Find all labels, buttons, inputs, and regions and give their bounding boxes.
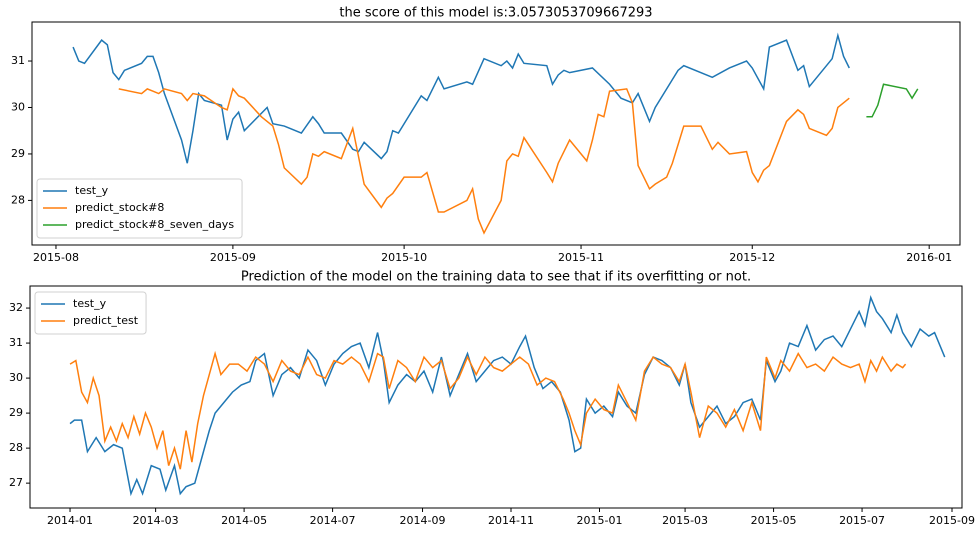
legend-box (36, 178, 243, 239)
series-line (72, 32, 850, 164)
x-tick-label: 2015-03 (662, 514, 708, 527)
x-tick-label: 2014-11 (488, 514, 534, 527)
legend-label: predict_test (73, 314, 139, 327)
x-tick-label: 2014-01 (47, 514, 93, 527)
x-tick-label: 2014-03 (133, 514, 179, 527)
plot-frame (31, 21, 961, 246)
series-line (69, 350, 907, 470)
y-tick-label: 28 (11, 193, 25, 206)
legend-label: test_y (75, 184, 109, 197)
series-line (69, 295, 946, 497)
x-tick-label: 2014-05 (221, 514, 267, 527)
y-tick-label: 32 (9, 301, 23, 314)
legend-label: predict_stock#8 (75, 201, 164, 214)
y-tick-label: 30 (11, 100, 25, 113)
x-tick-label: 2015-10 (381, 251, 427, 264)
y-tick-label: 31 (9, 336, 23, 349)
x-tick-label: 2015-05 (751, 514, 797, 527)
series-line (118, 87, 850, 235)
x-tick-label: 2015-11 (558, 251, 604, 264)
chart-title: the score of this model is:3.05730537096… (339, 6, 652, 21)
legend-box (34, 291, 147, 335)
legend-label: predict_stock#8_seven_days (75, 218, 234, 231)
chart-title: Prediction of the model on the training … (241, 270, 751, 285)
y-tick-label: 29 (9, 406, 23, 419)
x-tick-label: 2016-01 (906, 251, 952, 264)
x-tick-label: 2015-09 (210, 251, 256, 264)
y-tick-label: 28 (9, 441, 23, 454)
y-tick-label: 30 (9, 371, 23, 384)
x-tick-label: 2015-01 (577, 514, 623, 527)
y-tick-label: 27 (9, 476, 23, 489)
x-tick-label: 2015-07 (839, 514, 885, 527)
y-tick-label: 29 (11, 147, 25, 160)
x-tick-label: 2015-09 (929, 514, 975, 527)
x-tick-label: 2014-09 (400, 514, 446, 527)
series-line (866, 83, 919, 118)
y-tick-label: 31 (11, 54, 25, 67)
plot-frame (29, 285, 963, 509)
x-tick-label: 2015-12 (729, 251, 775, 264)
legend-label: test_y (73, 297, 107, 310)
x-tick-label: 2015-08 (33, 251, 79, 264)
x-tick-label: 2014-07 (310, 514, 356, 527)
